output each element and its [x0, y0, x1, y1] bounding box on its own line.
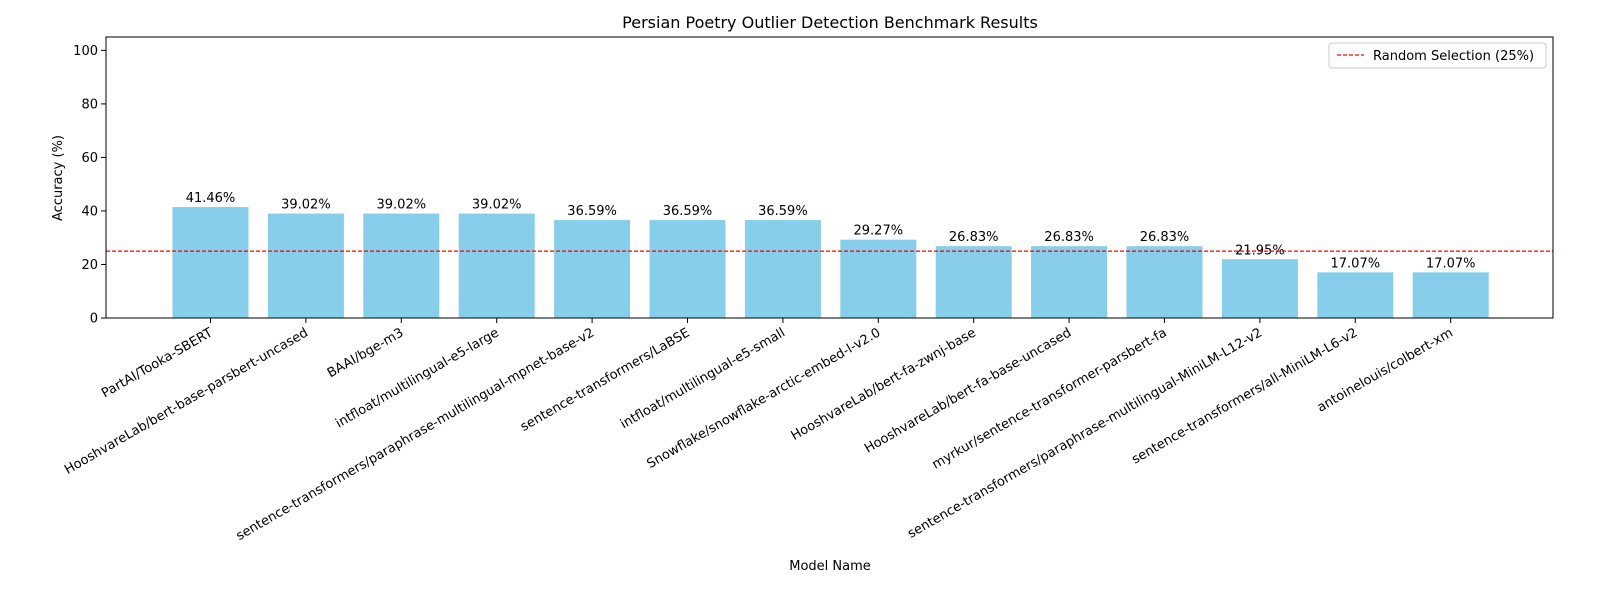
bar-value-label: 36.59% — [758, 204, 808, 219]
legend-box — [1328, 42, 1547, 69]
x-tick-label: BAAI/bge-m3 — [325, 325, 406, 381]
x-tick-label: intfloat/multilingual-e5-large — [333, 325, 501, 431]
x-tick-label: sentence-transformers/paraphrase-multili… — [905, 325, 1265, 541]
x-tick-label: intfloat/multilingual-e5-small — [618, 325, 788, 432]
bar-value-label: 26.83% — [1140, 230, 1190, 245]
bar-value-label: 17.07% — [1426, 256, 1476, 271]
x-tick-label: sentence-transformers/LaBSE — [518, 325, 692, 434]
bar — [363, 213, 440, 318]
x-axis-label: Model Name — [789, 559, 871, 574]
bar-value-label: 36.59% — [567, 204, 617, 219]
y-tick-label: 20 — [81, 258, 98, 273]
bar-value-label: 41.46% — [186, 191, 236, 206]
bar — [458, 213, 535, 318]
x-tick-label: HooshvareLab/bert-fa-zwnj-base — [789, 325, 979, 443]
bar — [1317, 272, 1394, 318]
x-axis: PartAI/Tooka-SBERTHooshvareLab/bert-base… — [62, 318, 1456, 544]
y-tick-label: 60 — [81, 151, 98, 166]
bar-value-label: 29.27% — [854, 224, 904, 239]
bar — [1031, 246, 1108, 318]
bar-value-label: 36.59% — [663, 204, 713, 219]
bar-value-label: 39.02% — [472, 198, 522, 213]
bar — [554, 220, 631, 318]
bar-value-label: 17.07% — [1331, 256, 1381, 271]
y-axis: 0 20 40 60 80 100 — [73, 44, 106, 327]
bar-value-label: 39.02% — [377, 198, 427, 213]
bar — [267, 213, 344, 318]
x-tick-label: sentence-transformers/paraphrase-multili… — [234, 325, 597, 543]
bar-labels-group: 41.46% 39.02% 39.02% 39.02% 36.59% 36.59% 36.5… — [186, 191, 1476, 271]
y-tick-label: 40 — [81, 204, 98, 219]
bar — [649, 220, 726, 318]
bar — [744, 220, 821, 318]
bar-value-label: 26.83% — [949, 230, 999, 245]
bar — [1412, 272, 1489, 318]
plot-frame — [105, 36, 1554, 319]
y-axis-label: Accuracy (%) — [51, 135, 66, 221]
legend-label: Random Selection (25%) — [1373, 49, 1534, 64]
bar — [172, 207, 249, 318]
bars-group — [172, 207, 1489, 318]
bar — [1126, 246, 1203, 318]
y-tick-label: 80 — [81, 97, 98, 112]
bar-value-label: 26.83% — [1044, 230, 1094, 245]
bar — [840, 239, 917, 318]
y-tick-label: 0 — [90, 312, 98, 327]
bar-value-label: 39.02% — [281, 198, 331, 213]
legend: Random Selection (25%) — [1328, 42, 1547, 69]
bar — [935, 246, 1012, 318]
y-tick-label: 100 — [73, 44, 98, 59]
chart-title: Persian Poetry Outlier Detection Benchma… — [622, 13, 1038, 32]
bar — [1221, 259, 1298, 318]
